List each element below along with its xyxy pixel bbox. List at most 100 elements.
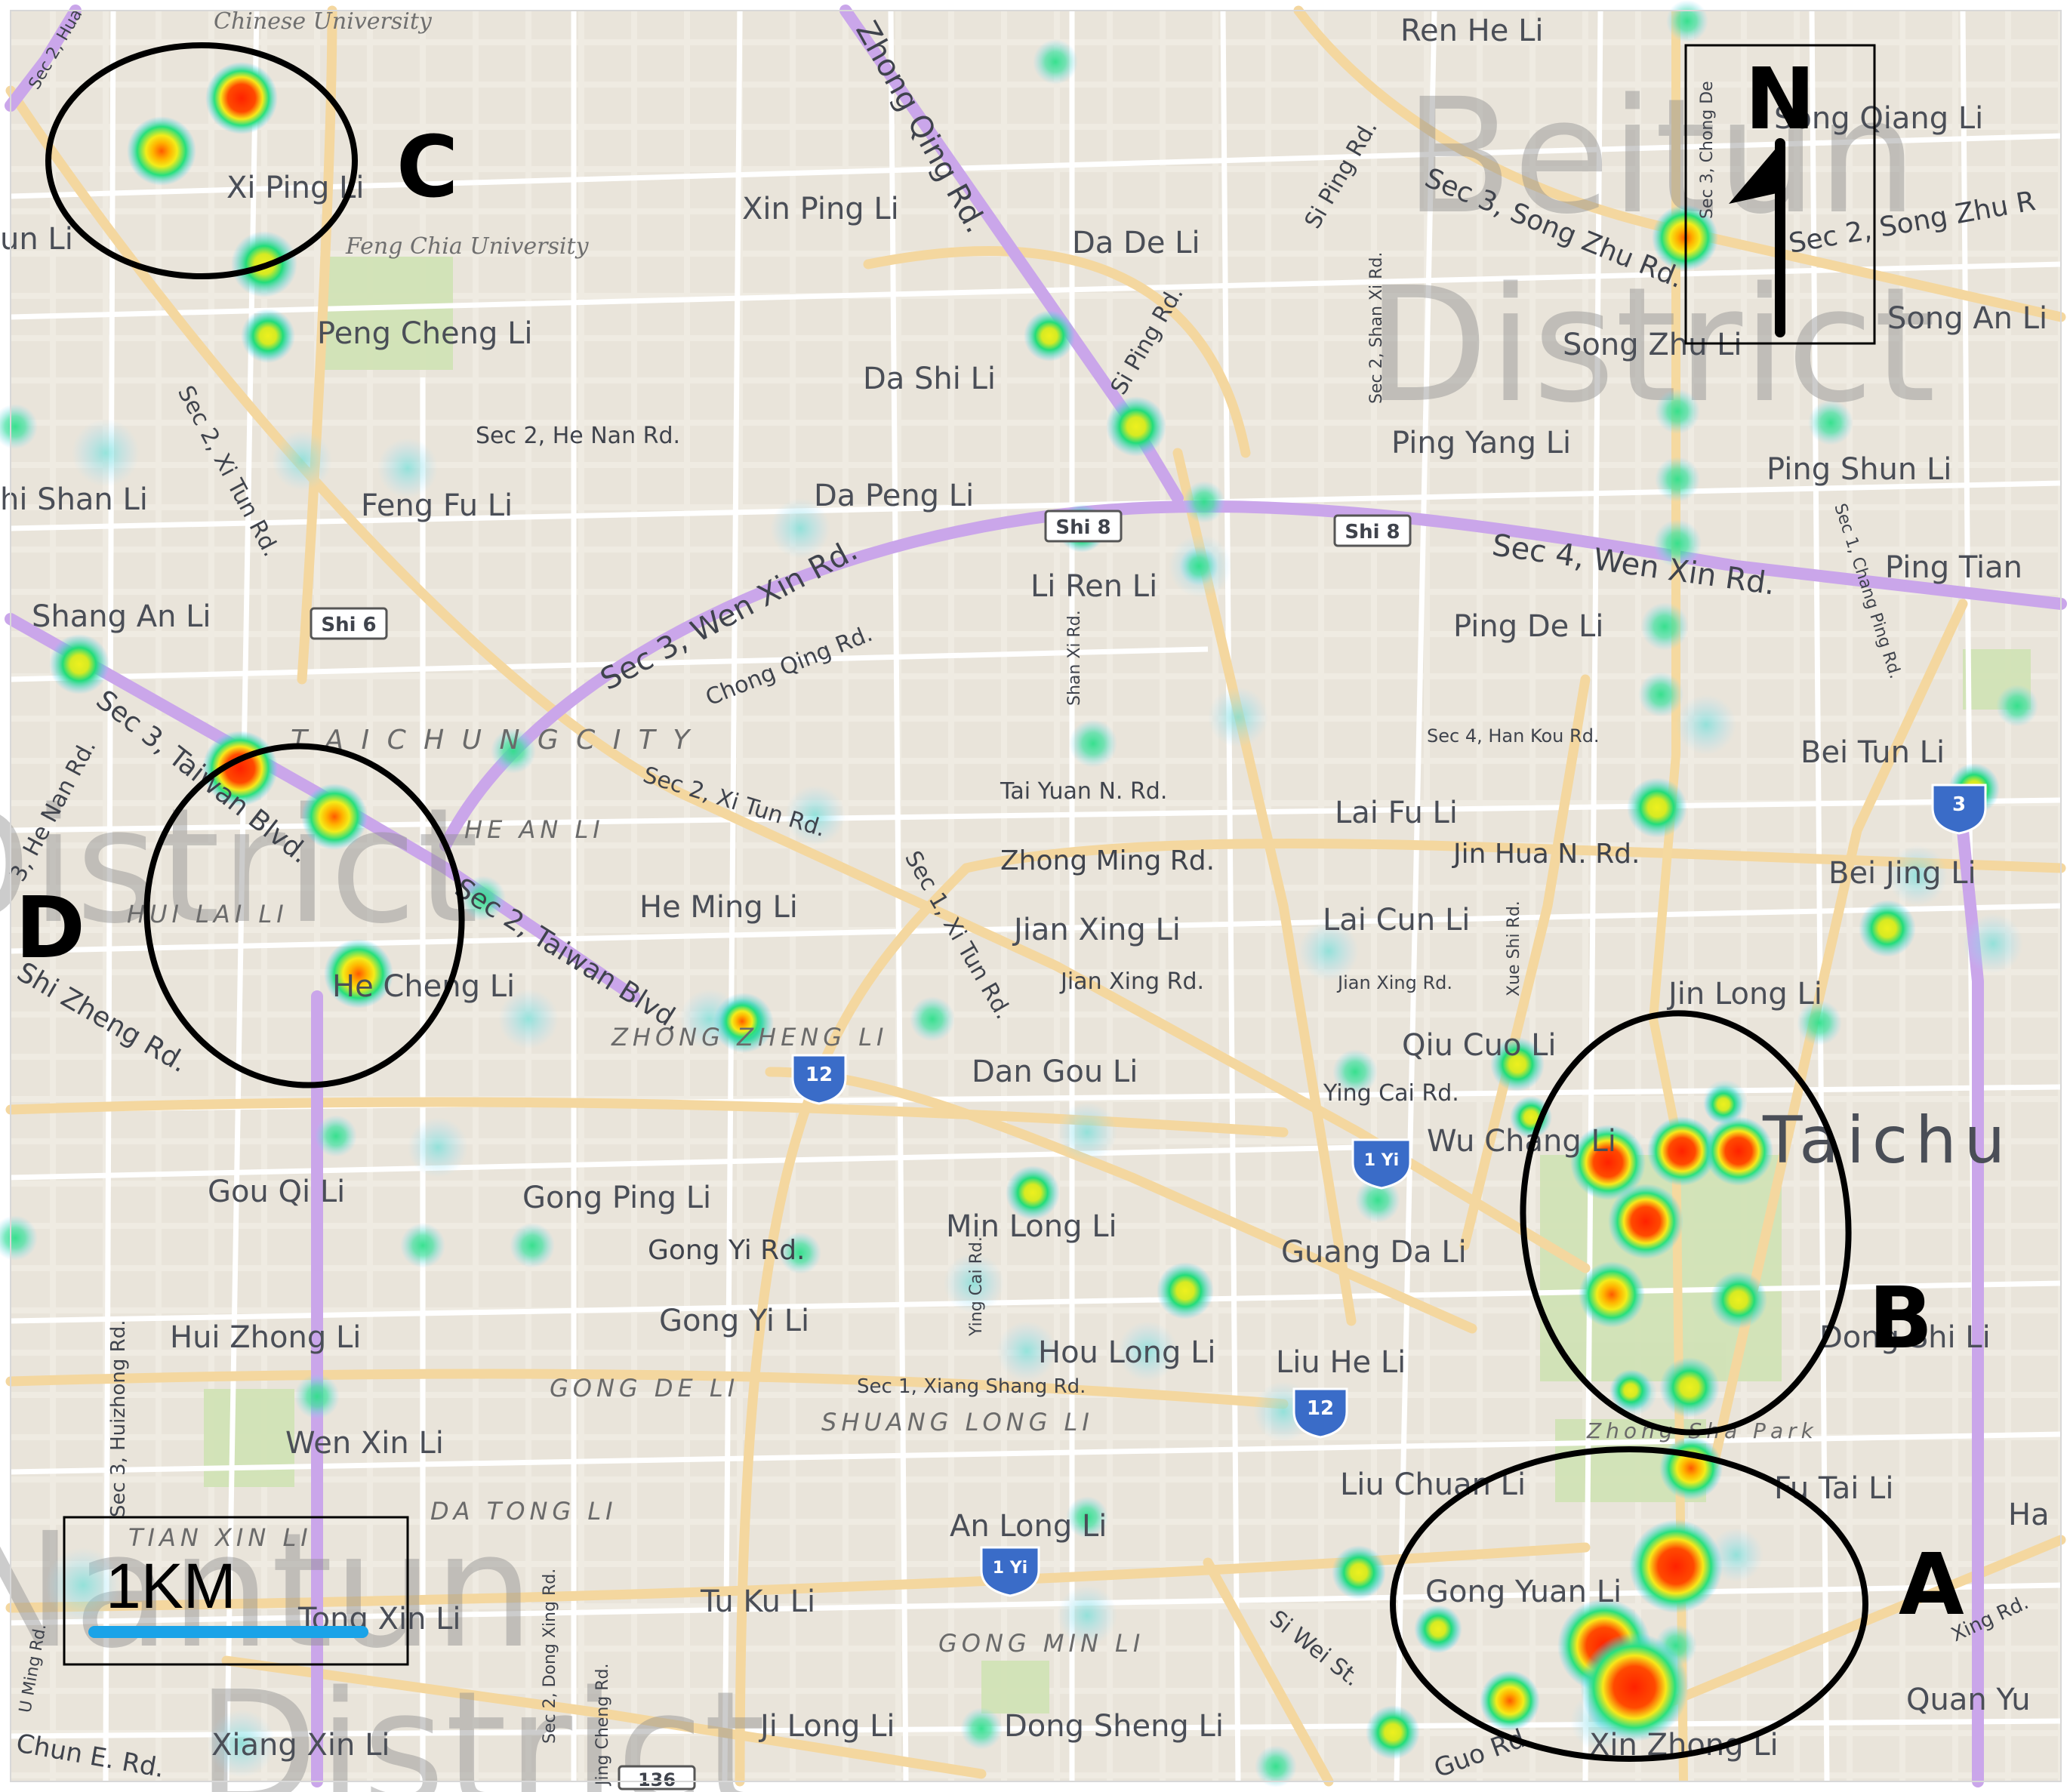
heat-spot — [1366, 1705, 1420, 1760]
heat-spot — [1704, 1116, 1773, 1186]
area-label: DA TONG LI — [430, 1497, 618, 1526]
zone-d-label: D — [15, 879, 85, 978]
heat-spot — [1480, 1670, 1540, 1731]
place-label: Bei Jing Li — [1828, 856, 1976, 891]
heat-spot — [910, 996, 955, 1042]
place-label: Shang An Li — [32, 599, 211, 634]
heat-spot — [1653, 519, 1702, 568]
area-label: T A I C H U N G C I T Y — [291, 725, 694, 756]
heat-spot — [1640, 602, 1689, 651]
place-label: Hou Long Li — [1038, 1335, 1216, 1370]
svg-text:Shi 8: Shi 8 — [1055, 516, 1110, 539]
place-label: Tu Ku Li — [700, 1584, 815, 1619]
heat-spot — [1024, 310, 1075, 362]
place-label: Bei Tun Li — [1800, 735, 1945, 770]
place-label: Min Long Li — [946, 1209, 1117, 1244]
heat-spot — [960, 1707, 1003, 1750]
heat-spot — [1808, 400, 1853, 445]
place-label: Wu Chang Li — [1427, 1124, 1616, 1159]
place-label: Ping Shun Li — [1767, 452, 1951, 487]
place-label: Ping Tian — [1885, 550, 2022, 585]
road-label: Sec 2, Dong Xing Rd. — [541, 1569, 559, 1744]
heat-spot — [498, 989, 559, 1049]
heat-spot — [272, 430, 332, 491]
scale-bar: 1KM — [63, 1516, 409, 1666]
svg-text:Shi 8: Shi 8 — [1345, 521, 1400, 543]
road-label: Sec 2, He Nan Rd. — [476, 423, 680, 449]
heat-spot — [1414, 1605, 1462, 1653]
place-label: Liu He Li — [1276, 1345, 1406, 1380]
heat-spot — [1655, 389, 1700, 434]
place-label: Da Shi Li — [863, 362, 996, 396]
place-label: Ren He Li — [1400, 14, 1543, 48]
place-label: Ping Yang Li — [1391, 426, 1571, 460]
heat-spot — [1183, 481, 1225, 523]
road-shields: Shi 8 Shi 8 Shi 6 12 12 1 Yi 1 Yi 3 — [310, 510, 1987, 1790]
heat-spot — [1963, 913, 2023, 974]
place-label: Li Ren Li — [1030, 569, 1157, 604]
heat-spot — [1157, 1262, 1214, 1319]
heat-spot — [1579, 1261, 1645, 1328]
district-watermarks: Beitun District District Nantun District — [0, 64, 1936, 1792]
heat-spot — [1638, 672, 1683, 717]
heat-spot — [1609, 1369, 1652, 1412]
shield-hwy-12-a: 12 — [791, 1054, 847, 1105]
road-label: Sec 3, Huizhong Rd. — [107, 1320, 130, 1518]
north-arrow: N — [1684, 44, 1876, 345]
area-label: GONG MIN LI — [938, 1629, 1144, 1658]
road-label: Feng Chia University — [345, 233, 590, 260]
heat-spot — [127, 116, 196, 186]
road-label: Jing Cheng Rd. — [593, 1664, 612, 1787]
zone-b-label: B — [1868, 1270, 1933, 1368]
place-label: Jin Long Li — [1666, 977, 1822, 1011]
road-label: Shan Xi Rd. — [1065, 610, 1084, 706]
heat-spot — [944, 1253, 1004, 1313]
place-label: Gou Qi Li — [208, 1175, 345, 1209]
road-label: Xue Shi Rd. — [1505, 901, 1523, 996]
heat-spot — [408, 1117, 468, 1178]
heat-spot — [1255, 1745, 1297, 1787]
heat-spot — [1117, 1321, 1178, 1381]
shield-hwy-3: 3 — [1931, 784, 1987, 835]
zone-c-ellipse — [45, 42, 358, 279]
place-label: He Ming Li — [639, 890, 798, 925]
road-label: Ying Cai Rd. — [1323, 1080, 1459, 1107]
shield-hwy-1yi-a: 1 Yi — [1351, 1138, 1412, 1190]
place-label: Hui Zhong Li — [170, 1320, 361, 1355]
heat-spot — [1887, 845, 1948, 906]
heat-spot — [1332, 1049, 1378, 1095]
heat-spot — [1033, 39, 1078, 85]
heat-spot — [510, 1223, 555, 1268]
place-label: Da De Li — [1072, 226, 1200, 260]
scale-label: 1KM — [106, 1550, 236, 1621]
heat-spot — [770, 498, 830, 559]
heat-spot — [1069, 719, 1117, 768]
place-label: Qiu Cuo Li — [1402, 1028, 1557, 1063]
heat-spot — [461, 876, 506, 921]
map-frame — [10, 10, 2062, 1782]
road-label: Sec 2, Shan Xi Rd. — [1367, 252, 1386, 404]
road-label: Sec 3, Chong De — [1698, 81, 1717, 219]
place-label: un Li — [0, 222, 73, 257]
place-label: Ji Long Li — [758, 1709, 895, 1744]
road-label: Gong Yi Rd. — [648, 1235, 806, 1266]
heat-spot — [491, 728, 536, 774]
shield-hwy-1yi-b: 1 Yi — [980, 1546, 1040, 1597]
heat-spot — [1510, 1096, 1552, 1138]
svg-text:12: 12 — [1307, 1397, 1334, 1420]
heat-spot — [1570, 1125, 1646, 1200]
zone-outlines — [45, 42, 1868, 1762]
heat-spot — [1332, 1545, 1386, 1600]
place-label: He Cheng Li — [332, 969, 515, 1004]
place-label: Wen Xin Li — [285, 1426, 444, 1461]
place-label: Dong Shi Li — [1819, 1320, 1991, 1355]
svg-text:136: 136 — [638, 1769, 676, 1790]
place-label: hi Shan Li — [0, 482, 148, 517]
heat-spot — [1704, 1085, 1743, 1124]
heat-spot — [1057, 1102, 1117, 1162]
heat-spot — [1659, 1436, 1723, 1500]
svg-text:1 Yi: 1 Yi — [993, 1559, 1027, 1578]
heat-spot — [1057, 1585, 1117, 1646]
